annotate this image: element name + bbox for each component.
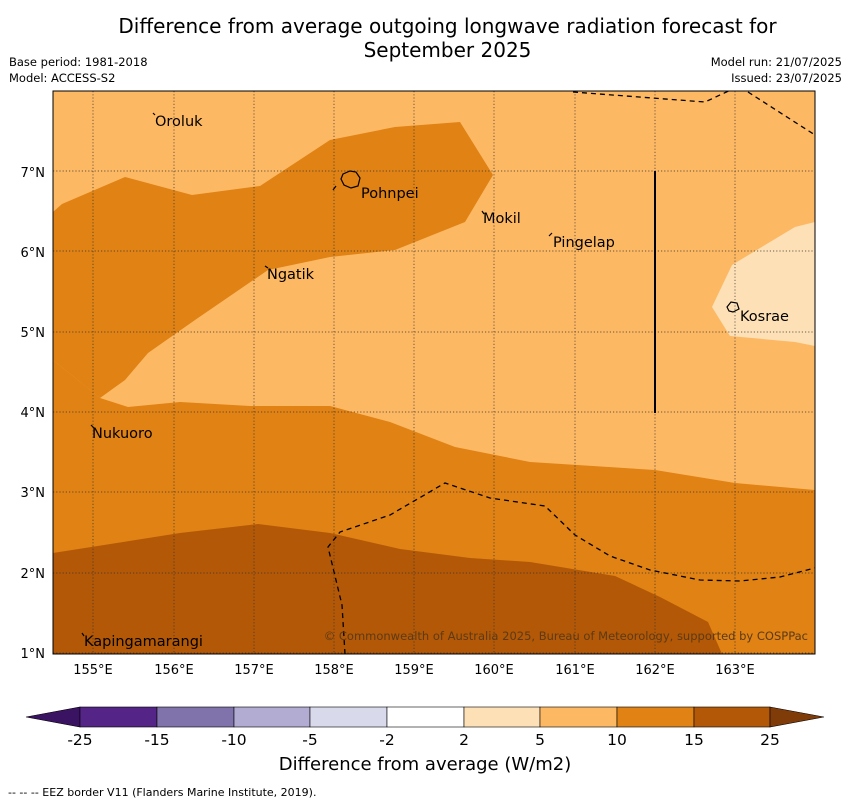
colorbar-extend-min bbox=[25, 706, 81, 728]
place-mokil: Mokil bbox=[483, 211, 521, 227]
place-pingelap: Pingelap bbox=[553, 235, 615, 251]
colorbar-tick-2: -15 bbox=[144, 731, 169, 749]
colorbar-tick-3: -10 bbox=[221, 731, 246, 749]
model-name: Model: ACCESS-S2 bbox=[9, 71, 116, 85]
colorbar-title: Difference from average (W/m2) bbox=[278, 754, 572, 775]
colorbar-tick-7: 5 bbox=[535, 731, 545, 749]
lon-label-163e: 163°E bbox=[715, 663, 755, 678]
title-line-1: Difference from average outgoing longwav… bbox=[118, 14, 777, 38]
issued-date: Issued: 23/07/2025 bbox=[731, 71, 842, 85]
contour-layers: © Commonwealth of Australia 2025, Bureau… bbox=[53, 91, 815, 654]
map-title: Difference from average outgoing longwav… bbox=[0, 14, 850, 62]
eez-border-south bbox=[327, 482, 815, 654]
lon-label-159e: 159°E bbox=[394, 663, 434, 678]
colorbar-tick-9: 15 bbox=[684, 731, 704, 749]
lon-label-161e: 161°E bbox=[555, 663, 595, 678]
place-labels: Oroluk Pohnpei Mokil Pingelap Ngatik Kos… bbox=[84, 114, 789, 650]
colorbar-box-8 bbox=[616, 706, 695, 728]
lon-label-156e: 156°E bbox=[154, 663, 194, 678]
eez-borders bbox=[327, 91, 815, 654]
contour-10-15-north bbox=[53, 122, 493, 398]
colorbar-box-2 bbox=[156, 706, 235, 728]
contour-15-25 bbox=[53, 524, 722, 654]
latitude-labels: 7°N 6°N 5°N 4°N 3°N 2°N 1°N bbox=[21, 166, 46, 662]
colorbar-box-7 bbox=[539, 706, 618, 728]
title-line-2: September 2025 bbox=[363, 38, 532, 62]
lon-label-155e: 155°E bbox=[73, 663, 113, 678]
lon-label-157e: 157°E bbox=[234, 663, 274, 678]
kapingamarangi-atoll-icon bbox=[81, 632, 85, 637]
graticule bbox=[53, 91, 815, 654]
meta-left: Base period: 1981-2018 Model: ACCESS-S2 bbox=[9, 54, 148, 86]
colorbar-tick-4: -5 bbox=[302, 731, 317, 749]
colorbar-tick-1: -25 bbox=[67, 731, 92, 749]
copyright-text: © Commonwealth of Australia 2025, Bureau… bbox=[324, 629, 808, 643]
map-frame bbox=[52, 90, 816, 655]
eez-footnote: -- -- -- EEZ border V11 (Flanders Marine… bbox=[8, 786, 317, 799]
kosrae-island-icon bbox=[726, 301, 740, 313]
pingelap-atoll-icon bbox=[548, 232, 553, 237]
islands bbox=[81, 112, 740, 637]
colorbar-box-1 bbox=[79, 706, 158, 728]
colorbar-box-5 bbox=[386, 706, 465, 728]
lon-label-162e: 162°E bbox=[635, 663, 675, 678]
pohnpei-island-icon bbox=[340, 170, 361, 189]
place-ngatik: Ngatik bbox=[267, 267, 315, 283]
colorbar: -25 -15 -10 -5 -2 2 5 10 15 25 bbox=[25, 706, 825, 749]
ngatik-atoll-icon bbox=[264, 265, 269, 269]
colorbar-boxes bbox=[79, 706, 771, 728]
lat-label-2n: 2°N bbox=[21, 567, 46, 582]
base-period: Base period: 1981-2018 bbox=[9, 55, 148, 69]
contour-2-5 bbox=[712, 222, 815, 346]
pohnpei-reef-icon bbox=[332, 185, 337, 191]
lat-label-6n: 6°N bbox=[21, 246, 46, 261]
colorbar-tick-6: 2 bbox=[459, 731, 469, 749]
colorbar-tick-10: 25 bbox=[760, 731, 780, 749]
lon-label-160e: 160°E bbox=[474, 663, 514, 678]
model-run: Model run: 21/07/2025 bbox=[710, 55, 842, 69]
place-nukuoro: Nukuoro bbox=[92, 426, 153, 442]
nukuoro-atoll-icon bbox=[90, 424, 95, 429]
eez-border-north bbox=[572, 91, 815, 136]
lat-label-1n: 1°N bbox=[21, 647, 46, 662]
longitude-labels: 155°E 156°E 157°E 158°E 159°E 160°E 161°… bbox=[73, 663, 755, 678]
oroluk-atoll-icon bbox=[152, 112, 156, 116]
lat-label-3n: 3°N bbox=[21, 486, 46, 501]
meta-right: Model run: 21/07/2025 Issued: 23/07/2025 bbox=[711, 54, 842, 86]
lat-label-7n: 7°N bbox=[21, 166, 46, 181]
lat-label-4n: 4°N bbox=[21, 406, 46, 421]
place-oroluk: Oroluk bbox=[155, 114, 203, 130]
place-kosrae: Kosrae bbox=[740, 309, 789, 325]
mokil-atoll-icon bbox=[481, 210, 485, 215]
colorbar-box-6 bbox=[463, 706, 541, 728]
lon-label-158e: 158°E bbox=[314, 663, 354, 678]
colorbar-extend-max bbox=[769, 706, 825, 728]
colorbar-box-3 bbox=[233, 706, 311, 728]
place-kapingamarangi: Kapingamarangi bbox=[84, 634, 203, 650]
colorbar-tick-labels: -25 -15 -10 -5 -2 2 5 10 15 25 bbox=[67, 731, 780, 749]
colorbar-box-9 bbox=[693, 706, 771, 728]
lat-label-5n: 5°N bbox=[21, 326, 46, 341]
colorbar-tick-5: -2 bbox=[379, 731, 394, 749]
colorbar-tick-8: 10 bbox=[607, 731, 627, 749]
colorbar-box-4 bbox=[309, 706, 388, 728]
place-pohnpei: Pohnpei bbox=[361, 186, 419, 202]
